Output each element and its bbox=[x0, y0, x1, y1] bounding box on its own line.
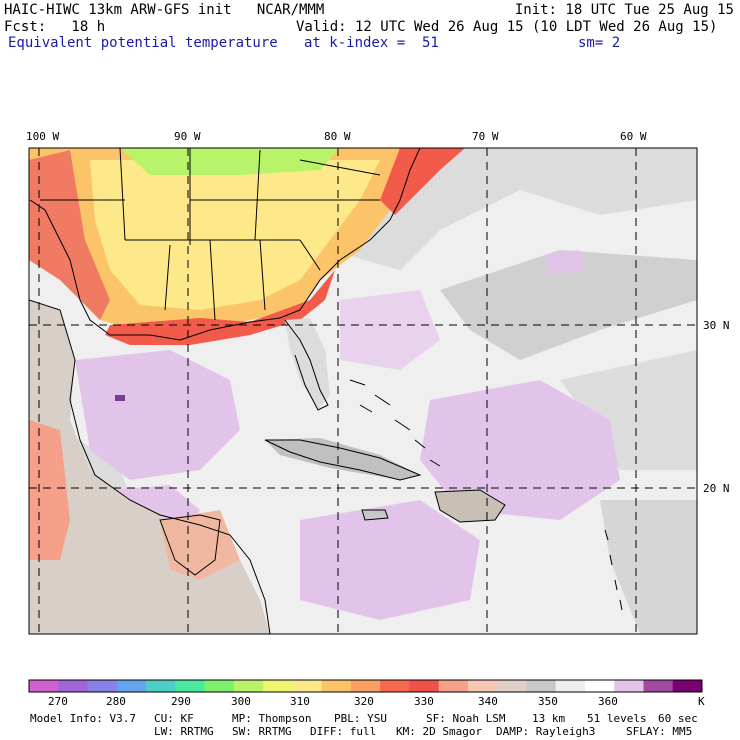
colorbar-swatch bbox=[175, 680, 206, 692]
colorbar-tick: 300 bbox=[231, 695, 251, 708]
colorbar-tick: 270 bbox=[48, 695, 68, 708]
colorbar-swatch bbox=[614, 680, 644, 692]
lat-label: 20 N bbox=[703, 482, 730, 495]
land-jamaica bbox=[362, 510, 388, 520]
land-cuba bbox=[265, 438, 420, 480]
lon-label: 90 W bbox=[174, 130, 201, 143]
land-central-am bbox=[160, 510, 240, 580]
country-border bbox=[159, 514, 221, 576]
grey-band bbox=[560, 350, 697, 470]
colorbar-swatch bbox=[643, 680, 674, 692]
coastline bbox=[264, 439, 422, 481]
forecast-hour: Fcst: 18 h bbox=[4, 19, 106, 35]
colorbar-swatch bbox=[292, 680, 323, 692]
footer-resolution: 13 km bbox=[532, 712, 566, 725]
colorbar-swatch bbox=[29, 680, 59, 692]
land-green bbox=[120, 148, 340, 175]
model-title: HAIC-HIWC 13km ARW-GFS init NCAR/MMM bbox=[4, 2, 325, 18]
lon-label: 70 W bbox=[472, 130, 499, 143]
footer-damp: DAMP: Rayleigh3 bbox=[496, 725, 596, 738]
colorbar-swatch bbox=[321, 680, 352, 692]
colorbar-swatch bbox=[438, 680, 469, 692]
purple-patch bbox=[75, 350, 240, 480]
level-info: at k-index = 51 bbox=[304, 35, 439, 51]
colorbar-swatch bbox=[116, 680, 147, 692]
colorbar-swatch bbox=[146, 680, 176, 692]
coastline bbox=[29, 299, 271, 634]
grey-band bbox=[440, 250, 697, 360]
footer-lw: LW: RRTMG bbox=[154, 725, 214, 738]
land-red bbox=[105, 270, 335, 345]
lon-label: 60 W bbox=[620, 130, 647, 143]
coastline bbox=[434, 489, 506, 523]
forecast-map: 100 W 90 W 80 W 70 W 60 W 30 N 20 N bbox=[26, 130, 730, 635]
grey-band bbox=[600, 500, 697, 634]
colorbar-swatch bbox=[467, 680, 498, 692]
footer-pbl: PBL: YSU bbox=[334, 712, 387, 725]
lon-label: 100 W bbox=[26, 130, 59, 143]
coastline bbox=[29, 148, 421, 341]
colorbar-tick: 310 bbox=[290, 695, 310, 708]
land-red bbox=[380, 148, 465, 215]
colorbar-swatch bbox=[584, 680, 615, 692]
colorbar-tick: 280 bbox=[106, 695, 126, 708]
colorbar-swatch bbox=[58, 680, 89, 692]
colorbar-swatch bbox=[497, 680, 527, 692]
purple-patch bbox=[420, 380, 620, 520]
land-red bbox=[29, 420, 70, 560]
smoothing-info: sm= 2 bbox=[578, 35, 621, 51]
colorbar-swatch bbox=[204, 680, 235, 692]
colorbar-swatch bbox=[672, 680, 703, 692]
footer-mp: MP: Thompson bbox=[232, 712, 312, 725]
colorbar-swatch bbox=[87, 680, 118, 692]
colorbar-unit: K bbox=[698, 695, 705, 708]
footer-timestep: 60 sec bbox=[658, 712, 698, 725]
footer-cu: CU: KF bbox=[154, 712, 194, 725]
footer-diff: DIFF: full bbox=[310, 725, 377, 738]
colorbar-swatch bbox=[526, 680, 557, 692]
bahamas bbox=[349, 379, 441, 467]
coastline bbox=[361, 509, 389, 521]
lesser-antilles bbox=[604, 529, 623, 611]
footer-levels: 51 levels bbox=[587, 712, 647, 725]
footer-sflay: SFLAY: MM5 bbox=[626, 725, 693, 738]
lat-label: 30 N bbox=[703, 319, 730, 332]
colorbar-tick: 330 bbox=[414, 695, 434, 708]
colorbar-tick: 360 bbox=[598, 695, 618, 708]
colorbar-swatch bbox=[555, 680, 586, 692]
colorbar-swatch bbox=[380, 680, 410, 692]
colorbar-tick: 350 bbox=[538, 695, 558, 708]
footer-sf: SF: Noah LSM bbox=[426, 712, 506, 725]
colorbar-swatch bbox=[263, 680, 293, 692]
dark-purple-spot bbox=[115, 395, 125, 401]
land-yellow bbox=[90, 160, 380, 310]
purple-patch bbox=[300, 500, 480, 620]
purple-patch bbox=[340, 290, 440, 370]
map-frame bbox=[28, 147, 698, 635]
footer-model-info: Model Info: V3.7 bbox=[30, 712, 136, 725]
colorbar-tick: 320 bbox=[354, 695, 374, 708]
purple-patch bbox=[545, 250, 585, 275]
colorbar-swatch bbox=[350, 680, 381, 692]
footer-km: KM: 2D Smagor bbox=[396, 725, 483, 738]
colorbar-swatch bbox=[409, 680, 440, 692]
field-name: Equivalent potential temperature bbox=[8, 35, 278, 51]
coastline bbox=[284, 319, 329, 411]
colorbar-swatch bbox=[233, 680, 264, 692]
colorbar-tick: 340 bbox=[478, 695, 498, 708]
land-red bbox=[29, 150, 110, 320]
init-time: Init: 18 UTC Tue 25 Aug 15 bbox=[514, 2, 734, 18]
footer-sw: SW: RRTMG bbox=[232, 725, 292, 738]
valid-time: Valid: 12 UTC Wed 26 Aug 15 (10 LDT Wed … bbox=[296, 19, 718, 35]
lon-label: 80 W bbox=[324, 130, 351, 143]
colorbar-tick: 290 bbox=[171, 695, 191, 708]
state-border bbox=[40, 148, 381, 321]
